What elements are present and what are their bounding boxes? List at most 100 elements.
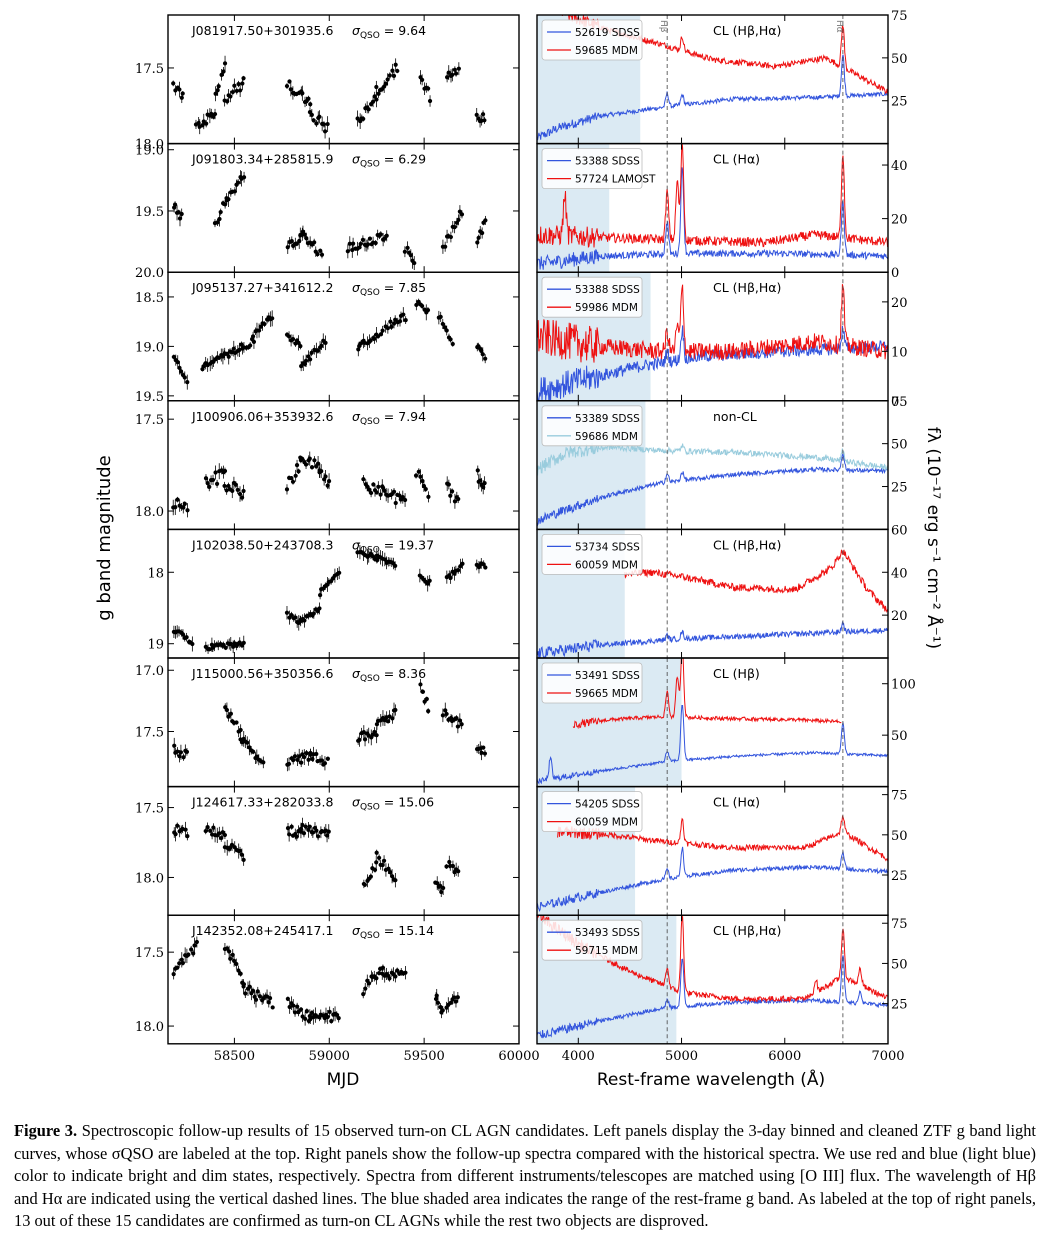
- light-curve-point: [307, 456, 312, 461]
- light-curve-point: [456, 496, 461, 502]
- light-curve-point: [228, 711, 233, 716]
- legend-new-label: 59686 MDM: [575, 431, 638, 443]
- object-name: J142352.08+245417.1: [191, 923, 333, 938]
- light-curve-point: [325, 756, 330, 761]
- object-name: J091803.34+285815.9: [191, 152, 333, 167]
- light-curve-point: [362, 737, 368, 742]
- light-curve-point: [226, 483, 231, 489]
- light-curve-point: [323, 474, 328, 479]
- light-curve-point: [235, 180, 241, 185]
- mag-tick-label: 19: [147, 638, 164, 653]
- light-curve-point: [307, 1014, 312, 1019]
- light-curve-point: [236, 968, 241, 973]
- light-curve-point: [177, 365, 182, 370]
- light-curve-point: [255, 989, 260, 994]
- flux-tick-label: 50: [891, 438, 908, 453]
- light-curve-point: [372, 336, 377, 341]
- light-curve-point: [190, 641, 195, 647]
- light-curve-point: [386, 719, 391, 724]
- light-curve-point: [365, 484, 370, 489]
- light-curve-point: [288, 87, 293, 92]
- light-curve-point: [372, 867, 378, 873]
- light-curve-point: [457, 718, 462, 723]
- light-curve-point: [403, 317, 408, 323]
- flux-tick-label: 20: [891, 213, 908, 228]
- light-curve-point: [286, 761, 292, 767]
- light-curve-point: [438, 883, 443, 888]
- light-curve-point: [456, 217, 461, 222]
- light-curve-point: [322, 761, 328, 766]
- light-curve-point: [307, 824, 312, 829]
- light-curve-point: [361, 116, 366, 121]
- light-curve-point: [180, 91, 185, 96]
- light-curve-point: [378, 492, 383, 497]
- mjd-tick-label: 59500: [403, 1049, 444, 1064]
- sigma-symbol: σ: [352, 23, 361, 38]
- light-curve-point: [453, 71, 459, 76]
- light-curve-point: [217, 831, 222, 836]
- mjd-tick-label: 58500: [214, 1049, 255, 1064]
- mag-tick-label: 20.0: [135, 266, 164, 281]
- light-curve-point: [179, 95, 184, 100]
- sigma-subscript: QSO: [360, 545, 380, 555]
- light-curve-point: [317, 114, 322, 119]
- light-curve-point: [286, 334, 292, 339]
- sigma-value: = 19.37: [380, 537, 434, 552]
- object-name: J102038.50+243708.3: [191, 537, 333, 552]
- spectrum-lines: [537, 15, 888, 1044]
- new-spectrum-line: [572, 658, 842, 730]
- light-curve-point: [194, 939, 199, 945]
- light-curve-point: [368, 338, 373, 343]
- light-curve-point: [482, 751, 488, 756]
- light-curve-point: [420, 478, 425, 484]
- mag-tick-label: 17.0: [135, 664, 164, 679]
- cl-status-label: non-CL: [713, 409, 757, 424]
- mag-tick-label: 19.5: [135, 205, 164, 220]
- light-curve-point: [424, 696, 429, 702]
- legend-old-label: 53388 SDSS: [575, 284, 640, 296]
- light-curve-point: [289, 824, 294, 829]
- light-curve-point: [365, 242, 371, 247]
- light-curve-point: [385, 326, 390, 331]
- light-curve-point: [213, 91, 218, 96]
- mag-tick-label: 17.5: [135, 725, 164, 740]
- light-curve-point: [319, 758, 325, 763]
- light-curve-point: [475, 468, 480, 473]
- light-curve-point: [179, 211, 184, 217]
- light-curve-point: [178, 750, 184, 755]
- light-curve-point: [177, 87, 182, 92]
- light-curve-point: [441, 885, 446, 891]
- light-curve-point: [184, 749, 190, 754]
- light-curve-point: [184, 635, 189, 640]
- legend-old-label: 53493 SDSS: [575, 927, 640, 939]
- light-curve-point: [372, 729, 377, 735]
- light-curve-point: [241, 488, 246, 494]
- legend-old-label: 53388 SDSS: [575, 156, 640, 168]
- light-curve-point: [293, 473, 298, 478]
- light-curve-point: [310, 830, 315, 835]
- light-curve-point: [292, 1010, 298, 1015]
- light-curve-point: [361, 992, 366, 997]
- light-curve-point: [366, 981, 372, 986]
- light-curve-point: [239, 740, 245, 745]
- new-spectrum-line: [537, 143, 888, 249]
- mag-tick-label: 18.5: [135, 291, 164, 306]
- legend-new-label: 59685 MDM: [575, 45, 638, 57]
- light-curve-point: [245, 740, 250, 745]
- object-name: J100906.06+353932.6: [191, 409, 333, 424]
- light-curve-point: [387, 976, 392, 981]
- light-curve-point: [219, 72, 224, 77]
- sigma-symbol: σ: [352, 795, 361, 810]
- light-curve-point: [420, 689, 426, 694]
- light-curve-point: [423, 486, 428, 492]
- cl-status-label: CL (Hβ,Hα): [713, 23, 781, 38]
- cl-status-label: CL (Hβ,Hα): [713, 280, 781, 295]
- left-y-axis-label: g band magnitude: [94, 455, 115, 621]
- light-curve-point: [214, 481, 220, 486]
- light-curve-point: [378, 332, 384, 337]
- light-curve-point: [239, 852, 244, 857]
- light-curve-point: [454, 716, 459, 721]
- spectrum-legend: 54205 SDSS 60059 MDM: [541, 791, 643, 832]
- light-curve-point: [285, 996, 290, 1001]
